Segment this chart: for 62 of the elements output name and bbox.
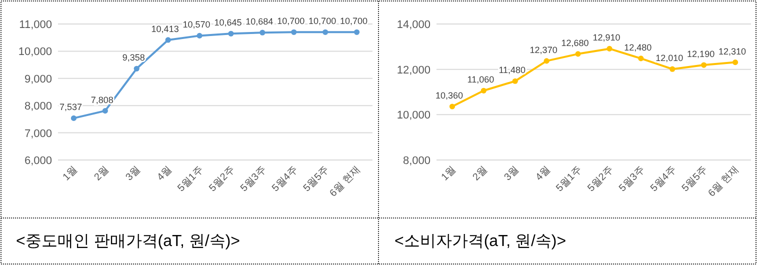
point: [701, 62, 707, 68]
data-label: 10,700: [308, 16, 336, 26]
y-tick-label: 8,000: [402, 155, 430, 167]
data-label: 12,910: [592, 32, 620, 43]
y-tick-label: 6,000: [24, 155, 52, 167]
data-label: 12,480: [624, 42, 652, 52]
x-tick-label: 6월 현재: [328, 164, 363, 200]
data-label: 10,700: [277, 16, 305, 26]
data-label: 7,808: [90, 94, 114, 105]
point: [260, 30, 266, 36]
point: [102, 108, 108, 114]
point: [291, 29, 297, 35]
x-tick-label: 2월: [92, 164, 112, 184]
y-tick-label: 12,000: [396, 64, 430, 76]
point: [638, 56, 644, 62]
data-label: 12,310: [718, 46, 746, 56]
data-label: 10,570: [182, 20, 210, 30]
text: <소비자가격(aT, 원/속)>: [394, 233, 566, 250]
data-label: 11,060: [467, 74, 494, 85]
y-tick-label: 10,000: [396, 110, 430, 122]
y-tick-label: 7,000: [24, 128, 52, 140]
y-tick-label: 10,000: [18, 46, 52, 58]
point: [228, 30, 234, 36]
point: [544, 58, 550, 64]
point: [354, 29, 360, 35]
point: [670, 66, 676, 72]
point: [70, 115, 77, 121]
y-tick-label: 11,000: [19, 19, 52, 31]
y-tick-label: 14,000: [396, 19, 430, 31]
point: [165, 37, 171, 43]
text: <중도매인 판매가격(aT, 원/속)>: [16, 233, 240, 250]
x-tick-label: 4월: [534, 164, 553, 184]
point: [322, 29, 328, 35]
data-label: 11,480: [498, 65, 526, 76]
point: [575, 51, 581, 57]
x-tick-label: 3월: [124, 164, 143, 184]
y-tick-label: 8,000: [24, 100, 52, 113]
point: [196, 32, 202, 38]
data-label: 12,680: [561, 38, 589, 48]
point: [134, 66, 140, 72]
data-label: 12,190: [687, 49, 715, 60]
data-label: 9,358: [122, 52, 145, 63]
data-label: 10,700: [340, 16, 368, 26]
data-label: 12,010: [656, 53, 684, 64]
x-tick-label: 3월: [502, 164, 522, 184]
x-tick-label: 4월: [155, 164, 174, 184]
data-label: 10,645: [214, 18, 242, 28]
point: [732, 60, 738, 66]
point: [606, 46, 612, 52]
x-tick-label: 1월: [440, 164, 458, 184]
x-tick-label: 2월: [471, 164, 490, 184]
data-label: 7,537: [59, 102, 82, 112]
data-label: 10,684: [246, 16, 274, 27]
x-tick-label: 1월: [61, 164, 80, 184]
point: [512, 78, 518, 84]
point: [449, 104, 456, 110]
data-label: 12,370: [530, 44, 558, 55]
y-tick-label: 9,000: [24, 73, 52, 86]
data-label: 10,413: [151, 24, 179, 34]
point: [480, 88, 486, 94]
data-label: 10,360: [435, 90, 463, 101]
x-tick-label: 6월 현재: [706, 164, 742, 200]
